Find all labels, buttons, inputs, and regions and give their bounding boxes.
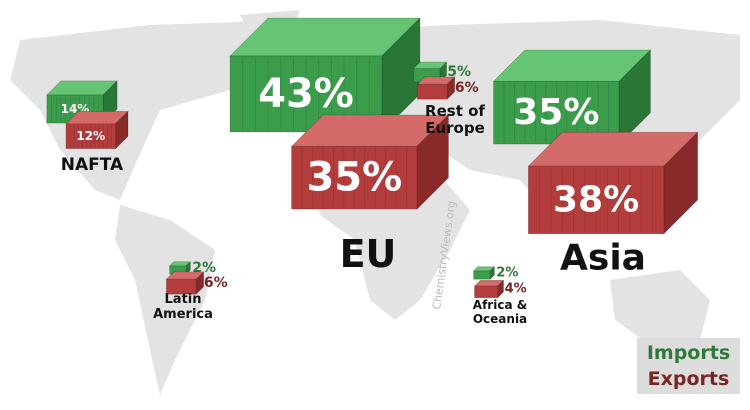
region-name: Rest of Europe: [425, 101, 485, 137]
container-front: [474, 285, 499, 299]
container-front: [473, 270, 491, 280]
region-name: Africa & Oceania: [472, 298, 528, 326]
legend: Imports Exports: [637, 338, 740, 394]
value-label: 35%: [513, 92, 599, 133]
container-exports: [165, 270, 205, 296]
container-exports: [473, 279, 505, 299]
value-label: 5%: [447, 64, 471, 80]
legend-imports: Imports: [646, 342, 731, 364]
container-front: [291, 145, 418, 210]
container-exports: [65, 110, 129, 150]
region-name: Latin America: [153, 292, 213, 322]
value-label: 6%: [204, 275, 228, 291]
container-front: [417, 83, 448, 100]
container-front: [65, 123, 116, 149]
value-label: 2%: [496, 266, 518, 281]
value-label: 4%: [505, 282, 527, 297]
legend-exports: Exports: [647, 368, 730, 390]
container-imports: [46, 80, 118, 124]
value-label: 12%: [76, 129, 105, 143]
value-label: 43%: [258, 71, 354, 117]
container-imports: [472, 265, 496, 281]
container-front: [166, 278, 197, 295]
region-name: Asia: [560, 237, 646, 279]
container-front: [528, 165, 665, 235]
container-exports: [416, 75, 456, 101]
region-name: NAFTA: [60, 155, 124, 176]
container-imports: [229, 17, 421, 133]
value-label: 35%: [306, 155, 402, 201]
container-imports: [168, 260, 192, 276]
region-name: EU: [339, 232, 397, 277]
value-label: 38%: [553, 179, 639, 220]
value-label: 6%: [455, 80, 479, 96]
container-exports: [527, 131, 699, 235]
container-exports: [290, 114, 450, 210]
